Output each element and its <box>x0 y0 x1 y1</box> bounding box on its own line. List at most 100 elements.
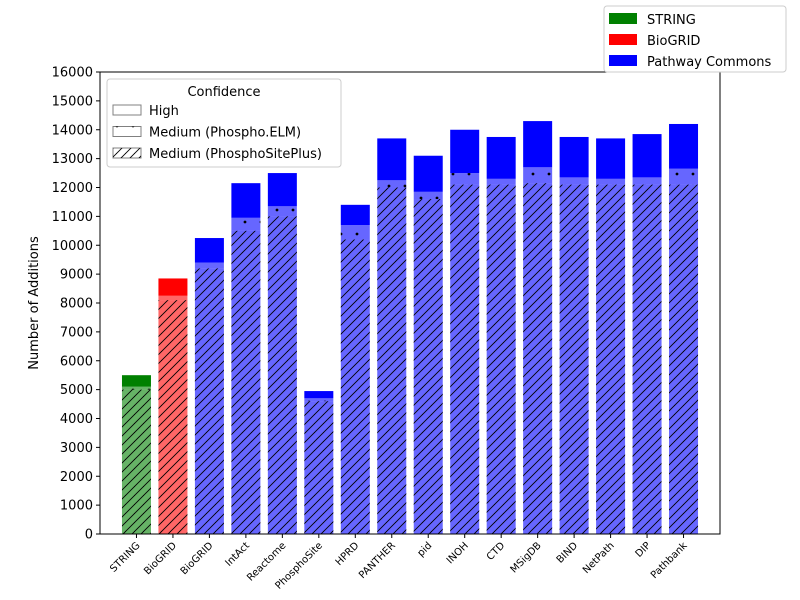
legend-entry-label: STRING <box>647 13 696 28</box>
legend-entry-label: Medium (Phospho.ELM) <box>149 126 301 141</box>
y-tick-label: 8000 <box>60 297 93 312</box>
x-tick-label: INOH <box>445 540 471 566</box>
source-legend-frame <box>603 5 787 73</box>
bar-segment-high <box>486 136 516 179</box>
bar-dots <box>304 398 334 402</box>
bar-dots <box>377 180 407 188</box>
y-tick-label: 16000 <box>52 66 93 81</box>
plot-area <box>121 121 699 535</box>
bar-dots <box>450 173 480 185</box>
bar-hatch <box>194 268 224 534</box>
bar-segment-high <box>450 129 480 174</box>
legend-swatch-pattern <box>113 148 141 158</box>
legend-entry-label: Medium (PhosphoSitePlus) <box>149 147 322 162</box>
bar-stack <box>559 136 589 535</box>
bar-hatch <box>669 184 699 535</box>
y-tick-label: 2000 <box>60 470 93 485</box>
x-tick-label: pid <box>416 540 435 559</box>
bar-segment-high <box>340 204 370 226</box>
bar-dots <box>267 206 297 217</box>
y-tick-label: 15000 <box>52 94 93 109</box>
bar-stack <box>486 136 516 535</box>
legend-entry-label: BioGRID <box>647 34 700 49</box>
bar-stack <box>632 134 662 535</box>
bar-segment-high <box>304 391 334 399</box>
bar-segment-high <box>231 183 261 218</box>
x-tick-label: DIP <box>634 540 654 560</box>
x-tick-label: IntAct <box>224 540 253 569</box>
bar-stack <box>377 138 407 534</box>
bar-hatch <box>632 184 662 535</box>
bar-dots <box>486 178 516 185</box>
legend-swatch <box>609 13 637 24</box>
bar-stack <box>340 204 370 534</box>
y-axis-title: Number of Additions <box>27 236 42 370</box>
bar-hatch <box>413 199 443 535</box>
x-tick-label: MSigDB <box>509 540 544 575</box>
y-tick-label: 3000 <box>60 441 93 456</box>
bar-dots <box>231 217 261 231</box>
legend-swatch <box>609 55 637 66</box>
bar-stack <box>267 173 297 534</box>
bar-stack <box>158 278 188 534</box>
y-tick-label: 11000 <box>52 210 93 225</box>
x-tick-label: PANTHER <box>357 540 398 581</box>
confidence-legend: Confidence High Medium (Phospho.ELM) Medium… <box>106 78 342 168</box>
bar-hatch <box>121 389 151 534</box>
bar-segment-high <box>267 173 297 207</box>
bar-stack <box>669 123 699 535</box>
bar-dots <box>340 225 370 240</box>
bar-segment-high <box>413 155 443 192</box>
bar-hatch <box>267 216 297 534</box>
source-legend: STRING BioGRID Pathway Commons <box>603 5 787 73</box>
bar-hatch <box>523 183 553 534</box>
x-tick-label: CTD <box>485 540 508 563</box>
bar-stack <box>596 138 626 535</box>
bar-segment-high <box>158 278 188 296</box>
bar-stack <box>523 121 553 534</box>
bar-segment-high <box>523 121 553 168</box>
x-tick-label: BIND <box>555 540 581 566</box>
x-tick-label: BioGRID <box>142 540 179 577</box>
legend-swatch-pattern <box>113 126 141 137</box>
bar-dots <box>523 167 553 184</box>
legend-swatch <box>609 34 637 45</box>
y-tick-label: 9000 <box>60 268 93 283</box>
bar-hatch <box>377 187 407 534</box>
y-tick-label: 0 <box>85 528 93 543</box>
bar-segment-high <box>377 138 407 181</box>
y-tick-label: 12000 <box>52 181 93 196</box>
x-tick-label: Pathbank <box>649 540 690 581</box>
x-tick-label: BioGRID <box>179 540 216 577</box>
bar-segment-high <box>669 123 699 169</box>
bar-stack <box>304 391 334 534</box>
bar-stack <box>450 129 480 535</box>
x-tick-label: HPRD <box>334 540 362 568</box>
y-tick-label: 7000 <box>60 325 93 340</box>
bar-dots <box>596 178 626 185</box>
bar-dots <box>121 386 151 390</box>
legend-swatch <box>112 104 142 116</box>
bar-segment-high <box>596 138 626 179</box>
y-tick-label: 6000 <box>60 354 93 369</box>
bar-hatch <box>596 184 626 535</box>
y-tick-label: 13000 <box>52 152 93 167</box>
bar-stack <box>413 155 443 535</box>
confidence-legend-title: Confidence <box>187 85 260 100</box>
bar-hatch <box>304 401 334 534</box>
bar-stack <box>231 183 261 534</box>
bar-hatch <box>559 184 589 535</box>
y-tick-label: 4000 <box>60 412 93 427</box>
legend-entry-label: High <box>149 104 179 119</box>
bar-stack <box>194 238 224 534</box>
bar-segment-high <box>632 134 662 178</box>
bar-dots <box>194 262 224 269</box>
confidence-legend-frame <box>106 78 342 168</box>
x-tick-label: NetPath <box>581 540 617 576</box>
legend-entry-label: Pathway Commons <box>647 55 772 70</box>
y-tick-label: 10000 <box>52 239 93 254</box>
bar-dots <box>413 191 443 200</box>
x-tick-label: STRING <box>108 540 142 574</box>
bar-segment-high <box>121 375 151 387</box>
